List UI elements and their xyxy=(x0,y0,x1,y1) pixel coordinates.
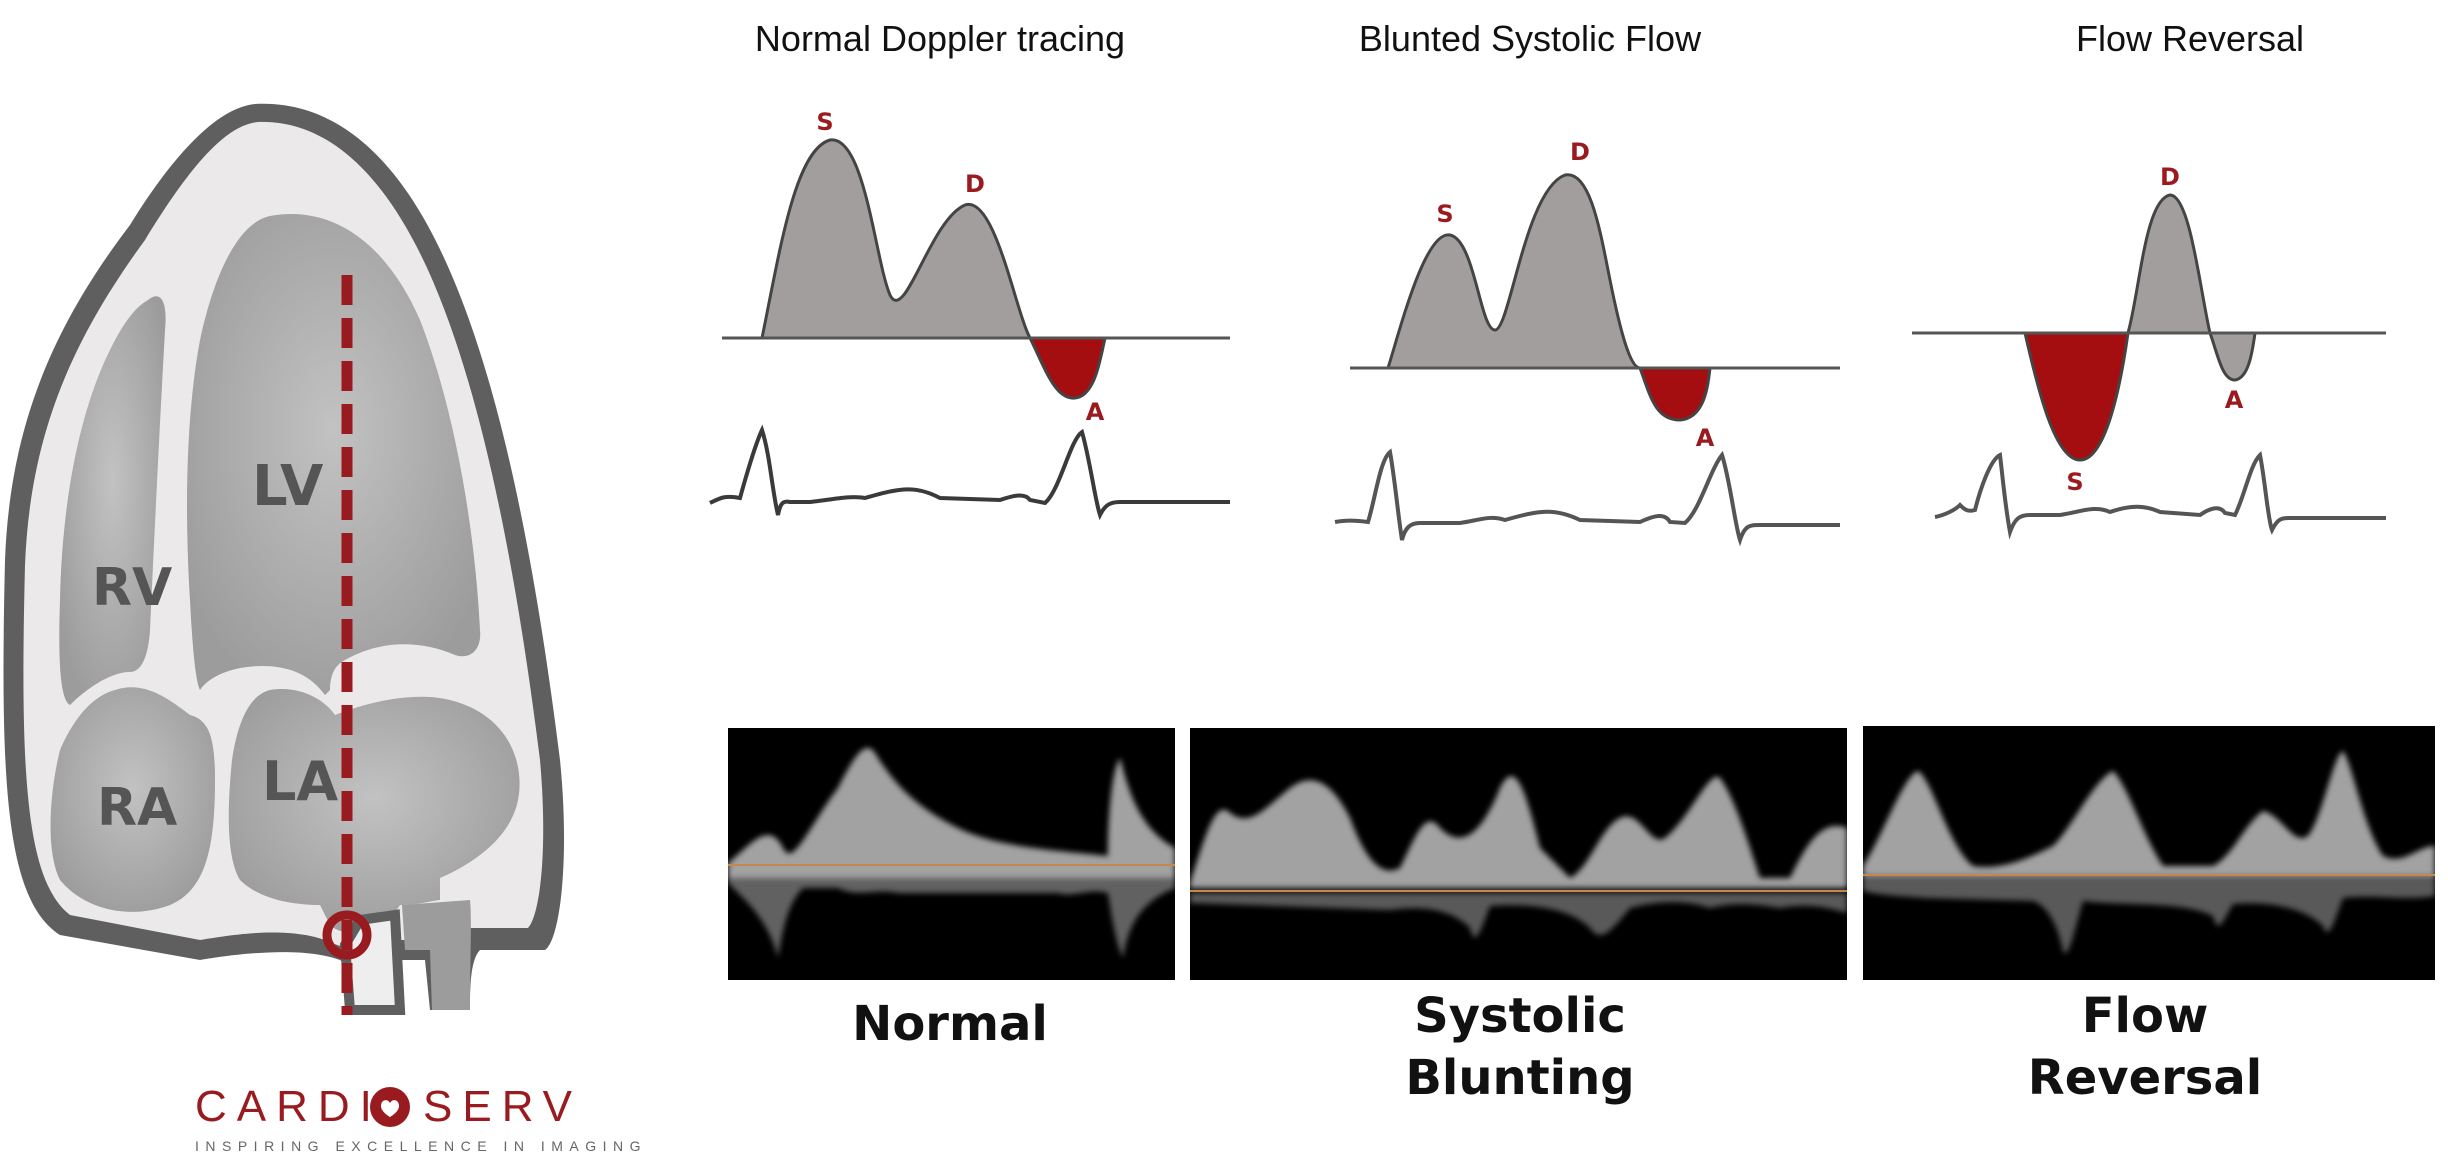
blunted-doppler-waveform: S D A xyxy=(1334,138,1840,547)
reversal-d-label: D xyxy=(2160,163,2180,191)
sample-volume-circle xyxy=(322,910,372,960)
reversal-ecg-trace xyxy=(1934,450,2386,540)
blunted-a-label: A xyxy=(1696,424,1715,452)
ra-label: RA xyxy=(97,778,177,838)
lv-chamber xyxy=(187,214,481,696)
blunted-doppler-echo-image xyxy=(1190,728,1847,980)
normal-doppler-waveform: S D A xyxy=(709,110,1230,521)
caption-normal: Normal xyxy=(750,993,1150,1055)
ra-chamber xyxy=(50,687,215,912)
panel-title-normal: Normal Doppler tracing xyxy=(754,18,1126,59)
reversal-doppler-echo-image xyxy=(1863,726,2435,980)
panel-title-blunted: Blunted Systolic Flow xyxy=(1358,18,1702,59)
logo-text-left: CARDI xyxy=(195,1082,382,1131)
reversal-d-wave xyxy=(2126,193,2212,335)
heart-logo-icon xyxy=(370,1087,410,1127)
caption-systolic-blunting: Systolic Blunting xyxy=(1320,985,1720,1109)
heart-diagram: LV RV RA LA xyxy=(3,103,565,1015)
reversal-s-wave xyxy=(2023,331,2130,462)
blunted-d-label: D xyxy=(1570,138,1590,166)
normal-forward-flow xyxy=(760,138,1033,340)
caption-flow-reversal: Flow Reversal xyxy=(1945,985,2345,1109)
caption-reversal-line-1: Flow xyxy=(2081,988,2209,1044)
logo-text-right: SERV xyxy=(423,1082,583,1131)
normal-a-label: A xyxy=(1086,398,1105,426)
blunted-forward-flow xyxy=(1385,173,1641,370)
normal-doppler-echo-image xyxy=(728,728,1175,980)
reversal-a-wave xyxy=(2207,331,2257,382)
reversal-a-label: A xyxy=(2225,386,2244,414)
cardioserv-logo: CARDI SERV INSPIRING EXCELLENCE IN IMAGI… xyxy=(195,1082,641,1154)
normal-ecg-trace xyxy=(709,424,1230,521)
normal-d-label: D xyxy=(965,170,985,198)
blunted-s-label: S xyxy=(1436,200,1453,228)
panel-title-reversal: Flow Reversal xyxy=(2075,18,2305,59)
caption-blunting-line-1: Systolic xyxy=(1414,988,1626,1044)
rv-label: RV xyxy=(92,558,172,618)
blunted-ecg-trace xyxy=(1334,448,1840,547)
normal-a-wave xyxy=(1027,336,1107,400)
blunted-a-wave xyxy=(1637,366,1712,422)
lv-label: LV xyxy=(252,454,324,519)
la-chamber xyxy=(228,689,520,932)
caption-normal-line-1: Normal xyxy=(852,996,1048,1052)
reversal-doppler-waveform: D A S xyxy=(1912,163,2386,540)
caption-reversal-line-2: Reversal xyxy=(2027,1050,2263,1106)
caption-blunting-line-2: Blunting xyxy=(1405,1050,1635,1106)
reversal-s-label: S xyxy=(2066,468,2083,496)
normal-s-label: S xyxy=(816,110,833,136)
rv-chamber xyxy=(59,296,166,705)
logo-tagline: INSPIRING EXCELLENCE IN IMAGING xyxy=(195,1138,647,1154)
la-label: LA xyxy=(262,750,338,813)
